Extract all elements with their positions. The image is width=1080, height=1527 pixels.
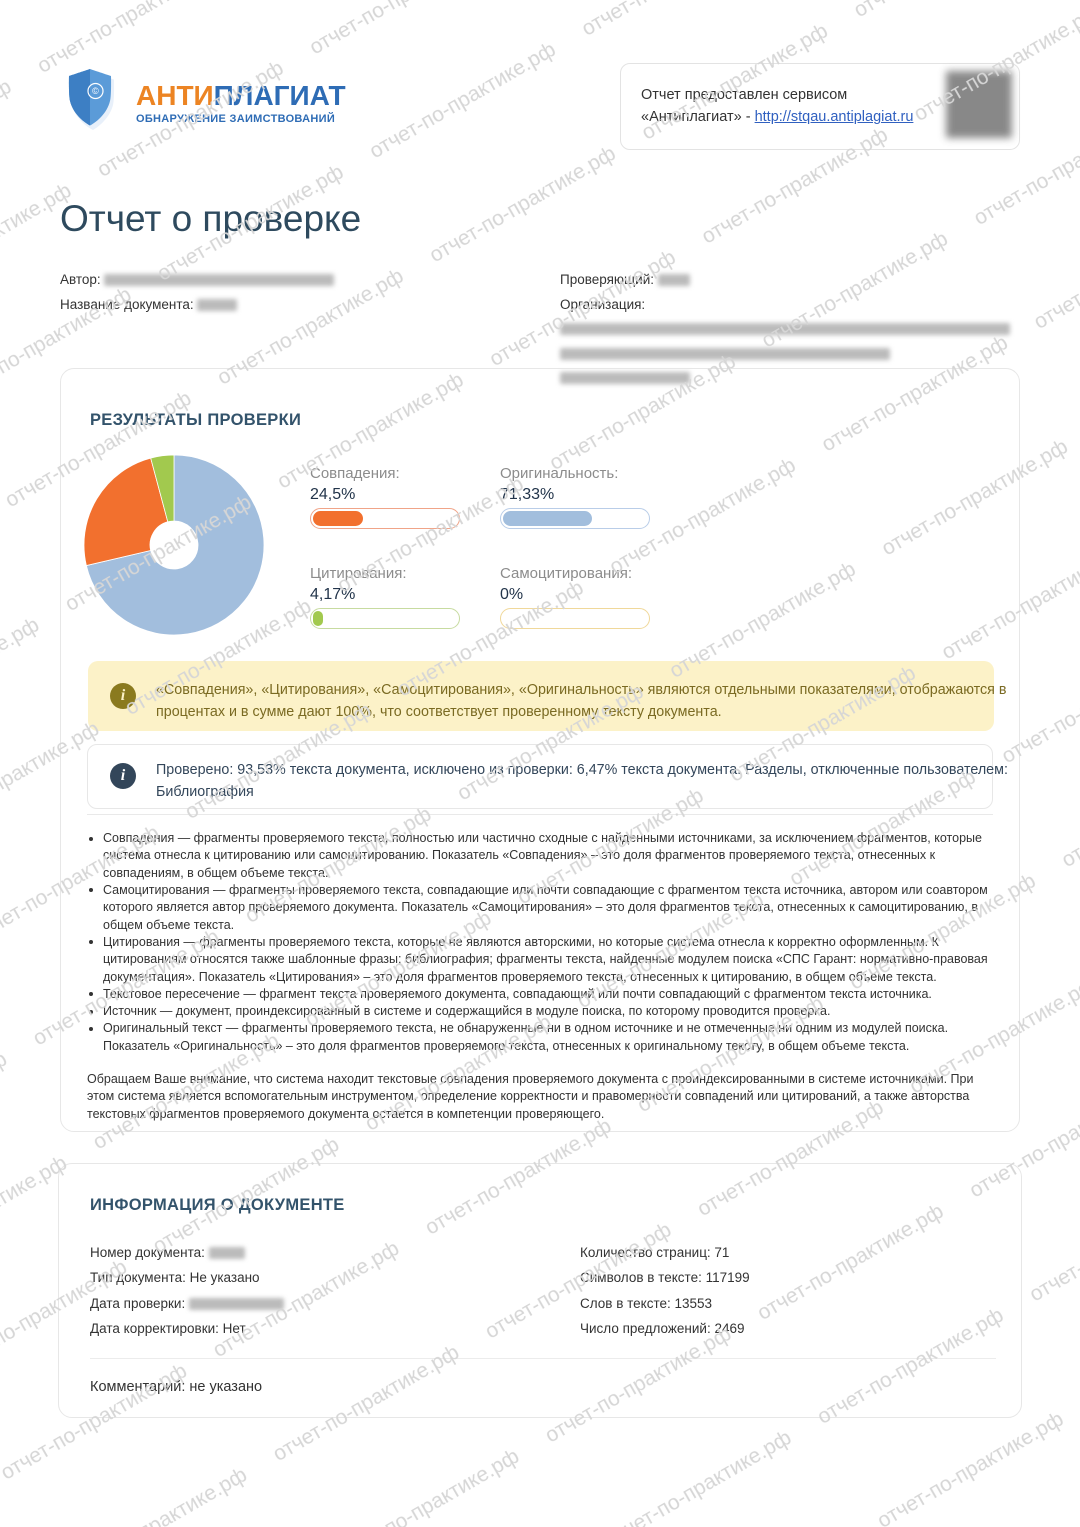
svg-text:©: © [92, 86, 99, 96]
